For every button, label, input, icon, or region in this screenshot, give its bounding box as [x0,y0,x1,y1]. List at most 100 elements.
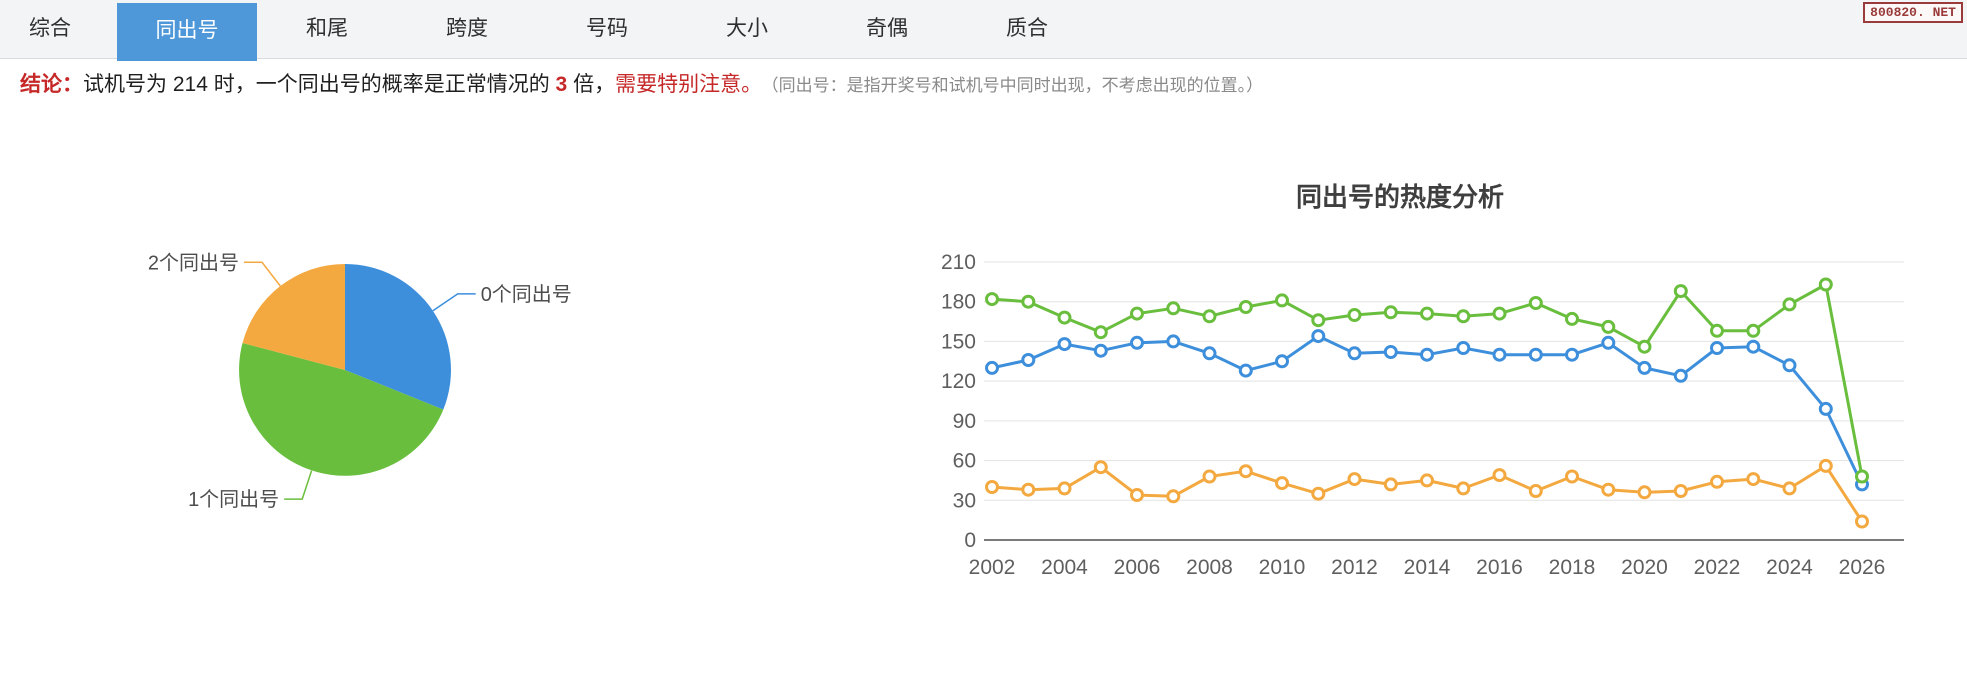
conclusion-warning: 需要特别注意。 [615,73,763,96]
data-point[interactable] [1492,306,1507,321]
x-axis-tick-label: 2020 [1621,556,1668,579]
data-point[interactable] [1456,341,1471,355]
data-point[interactable] [1782,481,1797,496]
data-point[interactable] [1528,296,1543,310]
data-point[interactable] [1166,334,1181,349]
data-point[interactable] [1855,469,1869,484]
data-point[interactable] [1130,306,1144,321]
data-point[interactable] [1528,484,1543,498]
data-point[interactable] [1673,368,1688,383]
data-point[interactable] [1093,325,1108,340]
data-point[interactable] [1601,335,1616,350]
data-point[interactable] [1565,311,1579,326]
tab-haoma[interactable]: 号码 [586,17,628,40]
conclusion-text-before: 试机号为 214 时，一个同出号的概率是正常情况的 [83,73,556,96]
data-point[interactable] [1746,323,1761,338]
data-point[interactable] [1492,347,1507,362]
data-point[interactable] [1601,319,1616,334]
y-axis-tick-label: 0 [964,529,976,552]
data-point[interactable] [1130,335,1144,350]
pie-chart[interactable]: 0个同出号 1个同出号 2个同出号 [60,160,720,560]
data-point[interactable] [1420,473,1434,488]
data-point[interactable] [1057,337,1072,352]
y-axis-tick-label: 90 [953,410,976,433]
conclusion-prefix: 结论： [20,73,83,96]
tab-tongchuhao[interactable]: 同出号 [117,3,257,61]
tab-zonghe[interactable]: 综合 [29,17,71,40]
pie-slice-orange[interactable] [242,264,346,370]
data-point[interactable] [1130,488,1144,502]
data-point[interactable] [1383,345,1398,359]
data-point[interactable] [1347,308,1362,322]
tab-jiou[interactable]: 奇偶 [866,17,908,40]
data-point[interactable] [1673,284,1688,299]
data-point[interactable] [1782,297,1797,312]
data-point[interactable] [1710,341,1724,355]
data-point[interactable] [1818,401,1833,416]
data-point[interactable] [1347,346,1362,361]
data-point[interactable] [1275,354,1289,369]
data-point[interactable] [1565,347,1579,362]
data-point[interactable] [1021,482,1036,497]
line-chart[interactable]: 0 30 60 90 120 150 180 210 2002 2004 2006 2008 2010 2… [900,140,1960,610]
data-point[interactable] [1238,300,1253,314]
data-point[interactable] [1673,484,1688,498]
data-point[interactable] [1383,305,1398,320]
data-point[interactable] [1021,294,1036,309]
data-point[interactable] [1818,277,1833,292]
data-point[interactable] [1311,313,1326,328]
data-point[interactable] [1456,481,1471,496]
data-point[interactable] [1311,486,1326,501]
data-point[interactable] [1565,469,1579,484]
tab-kuadu[interactable]: 跨度 [446,17,488,40]
data-point[interactable] [1238,363,1253,378]
tab-zhihe[interactable]: 质合 [1006,17,1048,40]
y-axis-tick-label: 60 [953,450,976,473]
line-chart-title: 同出号的热度分析 [1296,182,1504,212]
data-point[interactable] [1238,464,1253,479]
data-point[interactable] [1528,347,1543,362]
pie-label-line [284,470,313,500]
data-point[interactable] [1746,472,1761,487]
data-point[interactable] [1420,347,1434,362]
data-point[interactable] [1166,301,1181,316]
data-point[interactable] [1275,293,1289,308]
data-point[interactable] [1818,458,1833,473]
data-point[interactable] [1855,514,1869,529]
data-point[interactable] [1202,309,1217,324]
data-point[interactable] [1093,343,1108,358]
data-point[interactable] [985,480,999,494]
data-point[interactable] [1202,469,1217,484]
data-point[interactable] [1166,489,1181,504]
pie-slice-blue[interactable] [345,264,451,410]
data-point[interactable] [985,360,999,375]
data-point[interactable] [1420,306,1434,321]
data-point[interactable] [1311,329,1326,344]
data-point[interactable] [1782,358,1797,373]
data-point[interactable] [1057,310,1072,325]
data-point[interactable] [1746,339,1761,354]
data-point[interactable] [1601,482,1616,497]
conclusion-note: （同出号：是指开奖号和试机号中同时出现，不考虑出现的位置。） [770,76,1264,95]
data-point[interactable] [1710,323,1724,338]
data-point[interactable] [1492,468,1507,483]
y-axis-tick-label: 30 [953,489,976,512]
tab-hewei[interactable]: 和尾 [306,17,348,40]
data-point[interactable] [985,292,999,307]
tab-daxiao[interactable]: 大小 [726,17,768,40]
data-point[interactable] [1637,485,1652,500]
data-point[interactable] [1637,360,1652,375]
data-point[interactable] [1347,472,1362,487]
data-point[interactable] [1383,477,1398,492]
data-point[interactable] [1710,474,1724,489]
data-point[interactable] [1202,346,1217,361]
data-point[interactable] [1093,460,1108,475]
data-point[interactable] [1456,309,1471,324]
data-point[interactable] [1021,353,1036,367]
x-axis-tick-label: 2022 [1694,556,1741,579]
pie-slice-green[interactable] [239,343,444,476]
data-point[interactable] [1057,481,1072,496]
tab-bar: 综合 同出号 和尾 跨度 号码 大小 奇偶 质合 [0,0,1967,61]
data-point[interactable] [1275,476,1289,491]
data-point[interactable] [1637,339,1652,354]
